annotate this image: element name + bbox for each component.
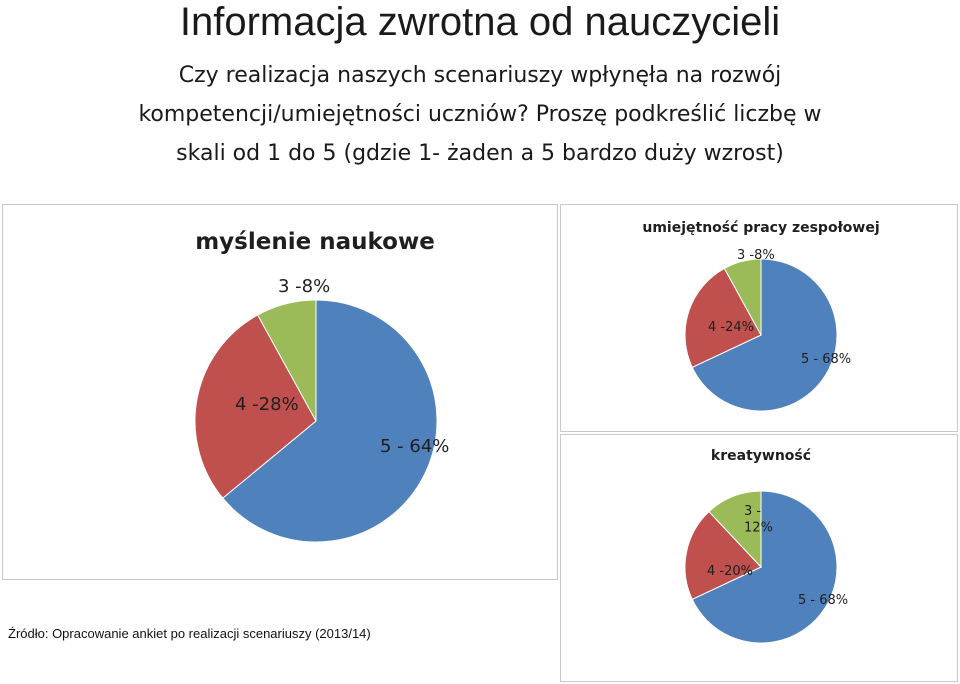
pie-slice bbox=[708, 490, 762, 569]
chart-panel-teamwork: umiejętność pracy zespołowej 5 - 68% 4 -24… bbox=[560, 204, 958, 432]
chart-title: umiejętność pracy zespołowej bbox=[642, 220, 879, 236]
slice-label: 4 -20% bbox=[707, 564, 753, 579]
question-line-3: skali od 1 do 5 (gdzie 1- żaden a 5 bard… bbox=[176, 141, 784, 166]
pie-slice bbox=[691, 490, 838, 644]
pie-slice bbox=[691, 258, 838, 412]
pie-slice bbox=[684, 510, 762, 601]
pie-slice bbox=[194, 314, 317, 499]
chart-title: kreatywność bbox=[711, 448, 811, 464]
chart-panel-creativity: kreatywność 5 - 68% 4 -20% 3 -12% bbox=[560, 434, 958, 682]
pie-slice bbox=[684, 267, 762, 369]
chart-panel-scientific-thinking: myślenie naukowe 5 - 64% 4 -28% 3 -8% bbox=[2, 204, 558, 580]
pie-slice bbox=[257, 299, 317, 422]
pie-chart-scientific-thinking: myślenie naukowe 5 - 64% 4 -28% 3 -8% bbox=[194, 229, 449, 543]
slice-label: 4 -28% bbox=[235, 394, 299, 415]
pie-chart-teamwork: umiejętność pracy zespołowej 5 - 68% 4 -24… bbox=[642, 220, 880, 412]
slice-label: 5 - 68% bbox=[798, 593, 848, 608]
page-title: Informacja zwrotna od nauczycieli bbox=[179, 0, 781, 44]
pie-chart-creativity: kreatywność 5 - 68% 4 -20% 3 -12% bbox=[684, 448, 848, 644]
slice-label: 4 -24% bbox=[708, 320, 754, 335]
slice-label: 5 - 68% bbox=[801, 352, 851, 367]
question-line-1: Czy realizacja naszych scenariuszy wpłyn… bbox=[178, 63, 782, 88]
pie-slice bbox=[222, 299, 438, 543]
question-line-2: kompetencji/umiejętności uczniów? Proszę… bbox=[138, 102, 822, 127]
source-note: Źródło: Opracowanie ankiet po realizacji… bbox=[8, 626, 371, 641]
slice-label: 3 -12% bbox=[744, 504, 773, 535]
slice-label: 3 -8% bbox=[278, 276, 330, 297]
slice-label: 3 -8% bbox=[737, 248, 775, 263]
pie-slice bbox=[723, 258, 762, 336]
slice-label: 5 - 64% bbox=[380, 436, 449, 457]
chart-title: myślenie naukowe bbox=[195, 229, 435, 255]
